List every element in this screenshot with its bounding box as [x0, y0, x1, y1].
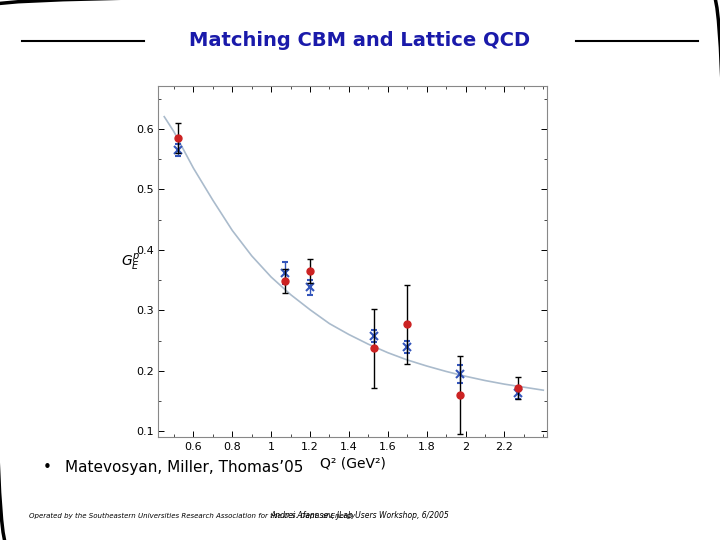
Text: Andrei Afanasev, JLab Users Workshop, 6/2005: Andrei Afanasev, JLab Users Workshop, 6/… [271, 511, 449, 520]
Y-axis label: $G_E^p$: $G_E^p$ [120, 251, 140, 273]
Text: Matching CBM and Lattice QCD: Matching CBM and Lattice QCD [189, 31, 531, 50]
Text: •: • [43, 460, 52, 475]
Text: Operated by the Southeastern Universities Research Association for the U.S. Dept: Operated by the Southeastern Universitie… [29, 512, 355, 519]
X-axis label: Q² (GeV²): Q² (GeV²) [320, 456, 386, 470]
Text: Matevosyan, Miller, Thomas’05: Matevosyan, Miller, Thomas’05 [65, 460, 303, 475]
